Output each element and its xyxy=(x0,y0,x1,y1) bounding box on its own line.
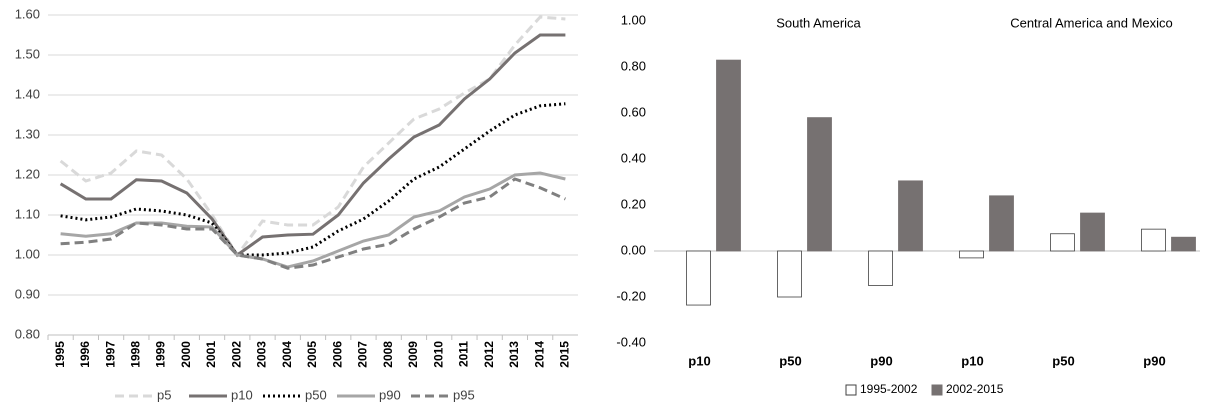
y-tick-label: 0.00 xyxy=(621,242,646,257)
x-tick-label: 2004 xyxy=(280,341,294,368)
x-tick-label: 1995 xyxy=(53,341,67,368)
bar xyxy=(686,250,711,306)
x-tick-label: 2000 xyxy=(179,341,193,368)
legend-swatch xyxy=(845,384,857,396)
x-tick-label: 2010 xyxy=(431,341,445,368)
y-tick-label: 1.00 xyxy=(621,12,646,27)
x-tick-label: 2015 xyxy=(558,341,572,368)
y-tick-label: 1.60 xyxy=(15,6,40,21)
line-series xyxy=(60,171,566,269)
x-tick-label: 2009 xyxy=(406,341,420,368)
bar xyxy=(989,195,1014,252)
legend-label: p90 xyxy=(379,387,401,402)
x-tick-label: 2013 xyxy=(507,341,521,368)
x-tick-label: 1996 xyxy=(78,341,92,368)
x-tick-label: p10 xyxy=(688,353,710,368)
y-tick-label: 0.20 xyxy=(621,196,646,211)
bar xyxy=(1080,212,1105,252)
x-tick-label: 1999 xyxy=(154,341,168,368)
y-tick-label: 0.80 xyxy=(621,58,646,73)
x-tick-label: p90 xyxy=(1143,353,1165,368)
bar xyxy=(716,59,741,252)
group-label: South America xyxy=(776,15,861,30)
x-tick-label: p10 xyxy=(961,353,983,368)
legend-label: p5 xyxy=(157,387,171,402)
bar xyxy=(1050,233,1075,252)
legend-label: 1995-2002 xyxy=(860,382,918,396)
x-tick-label: 1998 xyxy=(129,341,143,368)
x-tick-label: 2011 xyxy=(457,341,471,367)
x-tick-label: p90 xyxy=(870,353,892,368)
legend-label: 2002-2015 xyxy=(946,382,1004,396)
y-tick-label: 1.30 xyxy=(15,126,40,141)
line-series xyxy=(60,102,566,257)
x-tick-label: p50 xyxy=(1052,353,1074,368)
y-tick-label: 0.60 xyxy=(621,104,646,119)
bar xyxy=(959,250,984,259)
legend-label: p10 xyxy=(231,387,253,402)
bar xyxy=(1171,236,1196,252)
bar xyxy=(898,180,923,252)
bar xyxy=(1141,228,1166,252)
y-tick-label: -0.20 xyxy=(616,288,646,303)
x-tick-label: 2007 xyxy=(356,341,370,368)
y-tick-label: 1.50 xyxy=(15,46,40,61)
legend-label: p50 xyxy=(305,387,327,402)
x-tick-label: 2005 xyxy=(305,341,319,368)
x-tick-label: 2001 xyxy=(204,341,218,368)
group-label: Central America and Mexico xyxy=(1010,15,1173,30)
x-tick-label: 1997 xyxy=(103,341,117,368)
y-tick-label: 1.20 xyxy=(15,166,40,181)
y-tick-label: 0.40 xyxy=(621,150,646,165)
y-tick-label: 0.80 xyxy=(15,326,40,341)
x-tick-label: 2006 xyxy=(330,341,344,368)
bar xyxy=(868,250,893,286)
x-tick-label: 2003 xyxy=(255,341,269,368)
line-series xyxy=(59,33,566,258)
x-tick-label: p50 xyxy=(779,353,801,368)
y-tick-label: 0.90 xyxy=(15,286,40,301)
bar xyxy=(777,250,802,298)
x-tick-label: 2012 xyxy=(482,341,496,368)
line-series xyxy=(60,177,566,270)
y-tick-label: -0.40 xyxy=(616,334,646,349)
y-tick-label: 1.40 xyxy=(15,86,40,101)
y-tick-label: 1.00 xyxy=(15,246,40,261)
x-tick-label: 2008 xyxy=(381,341,395,368)
line-series xyxy=(59,15,566,258)
y-tick-label: 1.10 xyxy=(15,206,40,221)
x-tick-label: 2014 xyxy=(532,341,546,368)
legend-swatch xyxy=(931,384,943,396)
bar xyxy=(807,117,832,252)
x-tick-label: 2002 xyxy=(229,341,243,368)
legend-label: p95 xyxy=(453,387,475,402)
